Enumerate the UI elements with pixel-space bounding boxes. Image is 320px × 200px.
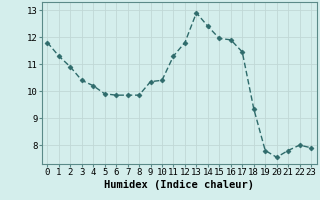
X-axis label: Humidex (Indice chaleur): Humidex (Indice chaleur) [104, 180, 254, 190]
